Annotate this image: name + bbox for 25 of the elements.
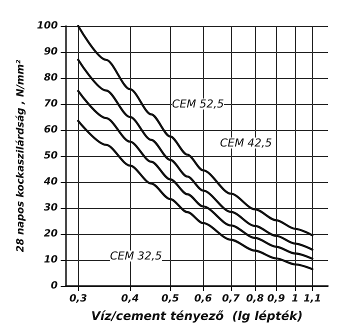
y-tick-label: 40 — [42, 176, 58, 188]
x-tick-label: 0,9 — [267, 294, 286, 304]
x-tick-label: 0,3 — [69, 294, 88, 304]
x-tick-label: 0,4 — [121, 294, 139, 304]
y-tick-label: 0 — [50, 280, 58, 292]
y-tick-label: 30 — [44, 202, 58, 214]
y-tick-label: 100 — [36, 20, 58, 32]
x-axis-title: Víz/cement tényező (lg lépték) — [91, 309, 303, 323]
x-tick-label: 0,5 — [161, 294, 180, 304]
x-tick-label: 1,1 — [303, 294, 322, 304]
x-tick-label: 0,6 — [194, 294, 212, 304]
y-tick-label: 70 — [44, 98, 58, 110]
y-tick-label: 50 — [44, 150, 58, 162]
y-tick-label: 20 — [44, 228, 58, 240]
y-tick-label: 90 — [44, 46, 58, 58]
x-tick-label: 0,7 — [222, 294, 240, 304]
y-axis-title: 28 napos kockaszilárdság , N/mm² — [16, 59, 26, 252]
y-tick-label: 80 — [44, 72, 58, 84]
annotation: CEM 32,5 — [110, 250, 162, 262]
x-tick-label: 0,8 — [246, 294, 264, 304]
x-tick-label: 1 — [292, 294, 299, 304]
y-tick-label: 60 — [44, 124, 58, 136]
y-tick-label: 10 — [44, 254, 58, 266]
annotation: CEM 52,5 — [172, 98, 224, 110]
annotation: CEM 42,5 — [220, 136, 272, 150]
